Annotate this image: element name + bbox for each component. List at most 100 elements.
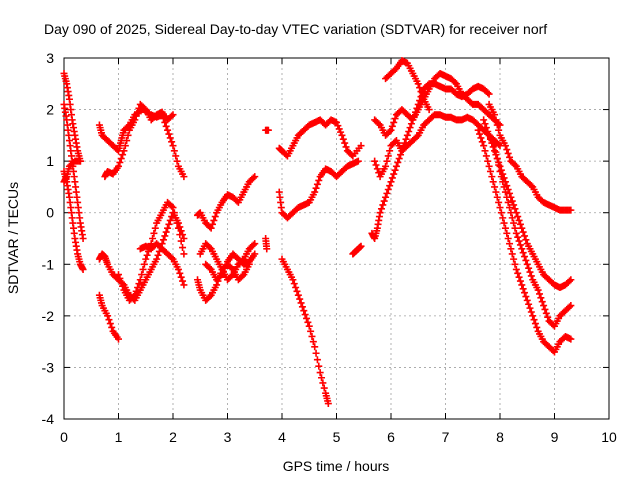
data-point (511, 224, 519, 232)
data-point (496, 162, 504, 170)
data-point (492, 151, 500, 159)
data-point (530, 316, 538, 324)
data-point (154, 251, 162, 259)
data-point (300, 307, 308, 315)
data-point (376, 209, 384, 217)
data-point (522, 236, 530, 244)
data-point (521, 289, 529, 297)
data-point (506, 189, 514, 197)
data-point (394, 158, 402, 166)
data-point (521, 253, 529, 261)
data-point (567, 206, 575, 214)
data-point (354, 157, 362, 165)
series-track-i (115, 198, 188, 304)
data-point (177, 273, 185, 281)
data-point (489, 178, 497, 186)
data-point (222, 261, 230, 269)
data-point (521, 232, 529, 240)
data-point (180, 173, 188, 181)
data-point (219, 267, 227, 275)
y-tick-label: 3 (46, 50, 54, 66)
series-track-aa (474, 126, 575, 356)
data-point (379, 201, 387, 209)
data-point (312, 349, 320, 357)
data-point (138, 271, 146, 279)
data-point (357, 142, 365, 150)
data-point (514, 233, 522, 241)
data-point (484, 127, 492, 135)
data-point (565, 277, 573, 285)
data-point (218, 271, 226, 279)
data-point (522, 256, 530, 264)
y-tick-label: 2 (46, 102, 54, 118)
x-tick-label: 9 (551, 429, 559, 445)
data-point (305, 322, 313, 330)
data-point (169, 142, 177, 150)
series-track-b (60, 100, 87, 242)
series-track-y (485, 100, 575, 214)
axis-ticks (63, 57, 610, 420)
data-point (519, 249, 527, 257)
data-point (166, 216, 174, 224)
data-point (537, 294, 545, 302)
data-point (492, 116, 500, 124)
data-point (485, 90, 493, 98)
data-point (500, 219, 508, 227)
data-point (514, 269, 522, 277)
data-point (169, 204, 177, 212)
data-point (162, 122, 170, 130)
series-track-s (278, 255, 332, 408)
series-track-v (371, 80, 493, 139)
data-point (371, 157, 379, 165)
data-point (531, 320, 539, 328)
data-point (293, 287, 301, 295)
data-point (508, 250, 516, 258)
data-point (303, 314, 311, 322)
data-point (179, 244, 187, 252)
chart-title: Day 090 of 2025, Sidereal Day-to-day VTE… (44, 21, 547, 37)
data-point (169, 111, 177, 119)
data-point (386, 182, 394, 190)
data-point (172, 214, 180, 222)
data-point (515, 273, 523, 281)
data-point (373, 165, 381, 173)
data-point (512, 209, 520, 217)
data-point (391, 166, 399, 174)
y-tick-label: -2 (42, 308, 55, 324)
data-point (115, 162, 122, 170)
data-point (413, 133, 421, 141)
data-point (315, 176, 323, 184)
data-point (518, 224, 526, 232)
data-point (296, 295, 304, 303)
data-point (149, 235, 157, 242)
data-point (131, 116, 139, 124)
x-tick-label: 5 (333, 429, 341, 445)
data-point (161, 232, 169, 240)
data-point (170, 209, 178, 217)
data-point (134, 283, 142, 291)
data-point (503, 182, 511, 190)
data-point (168, 254, 176, 262)
data-point (121, 142, 129, 150)
data-point (506, 204, 514, 212)
data-point (508, 214, 516, 222)
data-point (501, 178, 509, 186)
y-tick-labels: -4 -3 -2 -1 0 1 2 3 (42, 50, 55, 427)
data-point (495, 198, 503, 206)
data-point (209, 220, 217, 228)
data-point (380, 197, 388, 205)
series-track-r (275, 157, 362, 222)
data-point (406, 124, 414, 132)
data-point (491, 111, 499, 119)
data-point (395, 155, 403, 163)
data-point (510, 255, 518, 263)
data-point (120, 147, 128, 155)
data-point (414, 80, 422, 88)
y-tick-label: -4 (42, 411, 55, 427)
data-point (115, 335, 122, 343)
y-tick-label: 1 (46, 153, 54, 169)
data-point (297, 299, 305, 307)
data-point (534, 286, 542, 294)
data-point (491, 147, 499, 155)
data-point (510, 219, 518, 227)
